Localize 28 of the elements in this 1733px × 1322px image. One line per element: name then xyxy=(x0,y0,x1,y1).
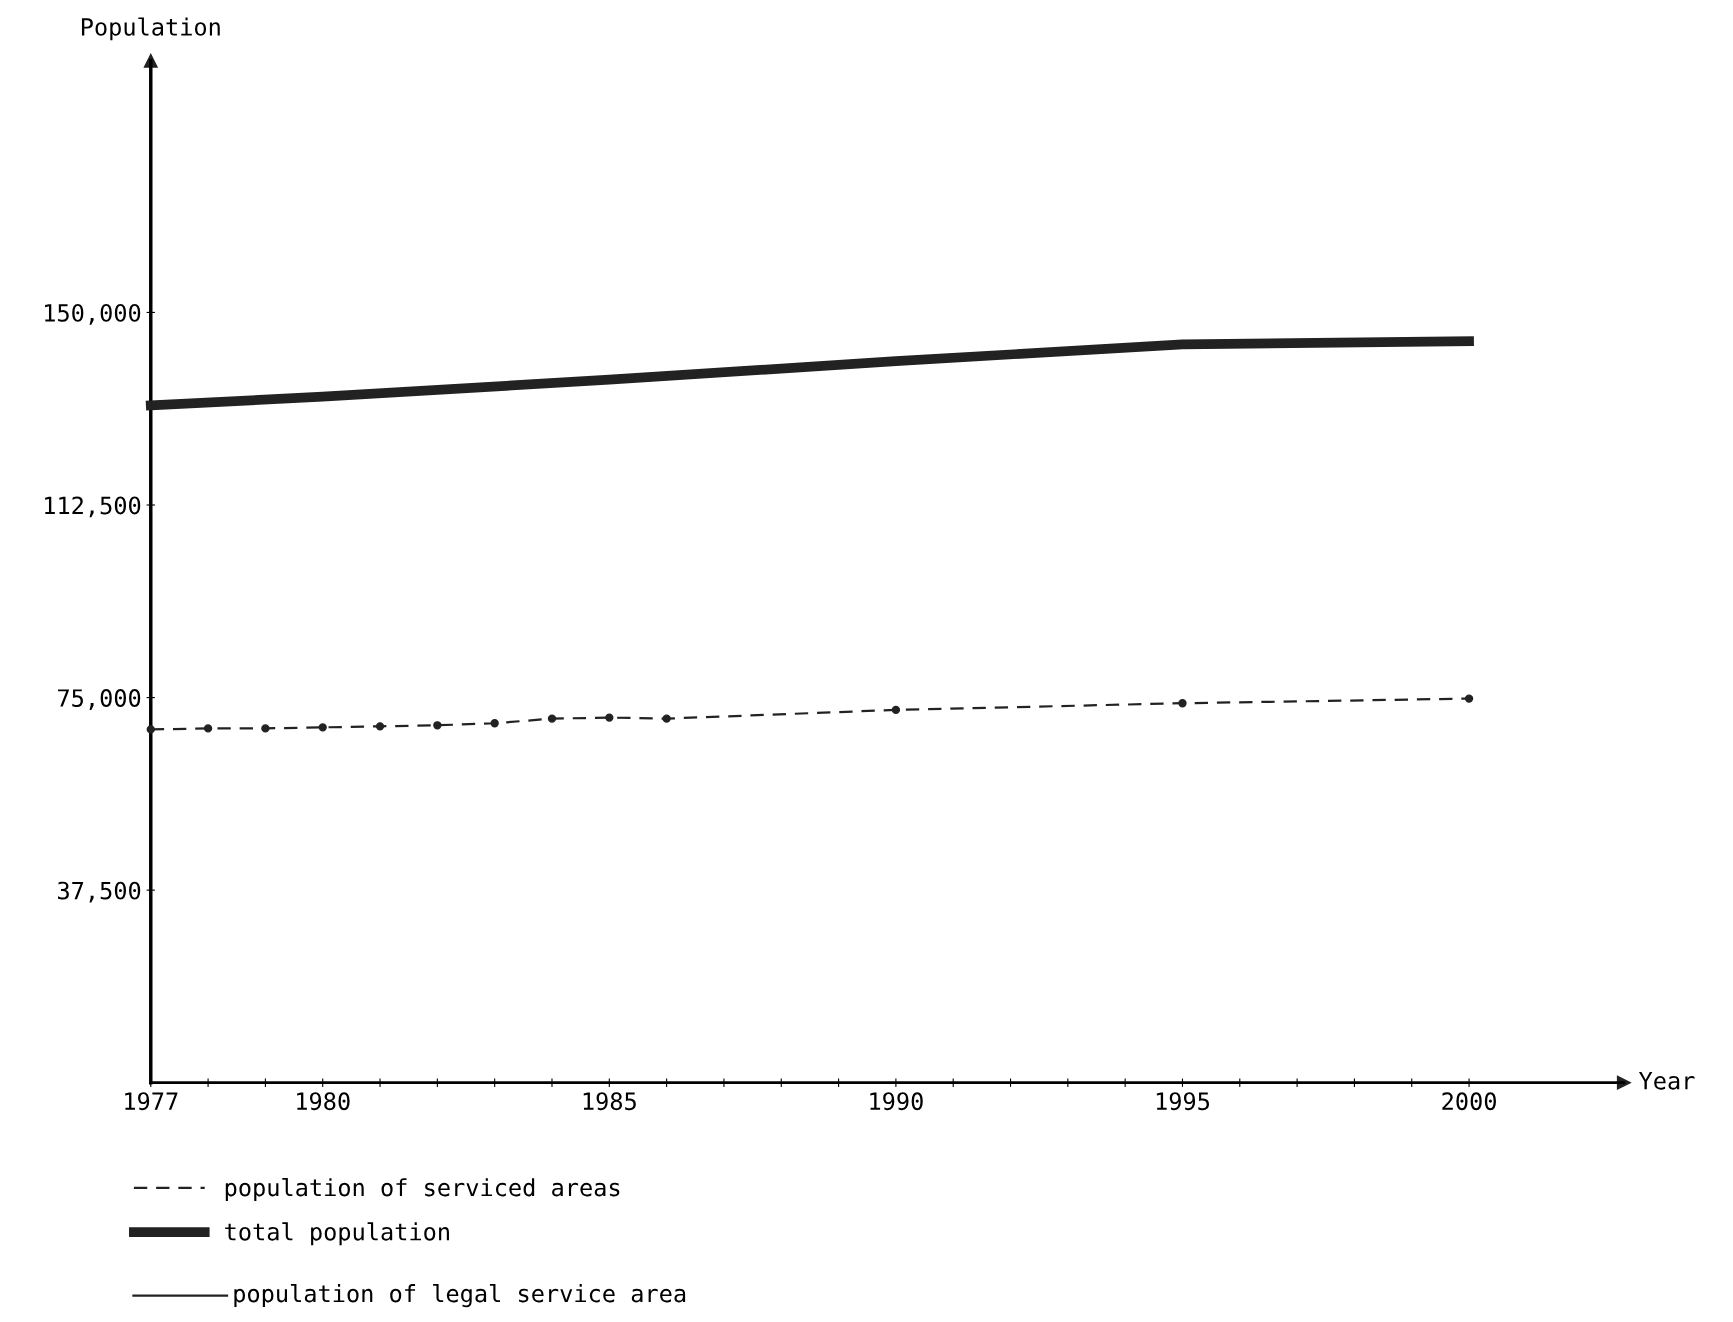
x-tick-label: 1995 xyxy=(1156,1092,1210,1111)
point xyxy=(318,723,327,732)
y-tick-label: 75,000 xyxy=(58,689,141,710)
point xyxy=(891,705,901,715)
point xyxy=(146,725,155,734)
x-tick-label: 1980 xyxy=(297,1092,350,1111)
point xyxy=(203,724,213,733)
x-tick-label: 2000 xyxy=(1442,1092,1496,1111)
point xyxy=(547,714,557,723)
point xyxy=(662,714,671,723)
point xyxy=(261,724,270,733)
point xyxy=(605,713,614,722)
point xyxy=(490,719,499,728)
legend-label: population of serviced areas xyxy=(225,1178,620,1201)
point xyxy=(1178,699,1187,708)
point xyxy=(375,722,385,731)
x-tick-label: 1985 xyxy=(583,1092,636,1111)
point xyxy=(1464,694,1474,703)
text: population of legal service area xyxy=(234,1283,686,1308)
y-axis-title: Population xyxy=(81,17,220,41)
y-tick-label: 150,000 xyxy=(45,303,141,325)
legend-label: total population xyxy=(225,1222,449,1246)
x-axis-title: Year xyxy=(1638,1072,1695,1090)
y-tick-label: 112,500 xyxy=(45,496,141,518)
y-tick-label: 37,500 xyxy=(58,881,141,903)
x-tick-label: 1990 xyxy=(870,1092,923,1111)
x-tick-label: 1977 xyxy=(125,1092,178,1111)
point xyxy=(433,721,442,730)
